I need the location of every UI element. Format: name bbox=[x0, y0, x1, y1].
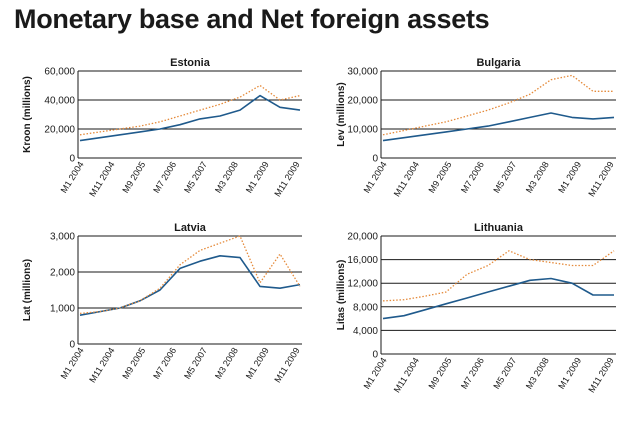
estonia-xtick-label: M1 2004 bbox=[59, 160, 86, 195]
lithuania-ytick-label: 4,000 bbox=[353, 326, 378, 337]
estonia-series-net-foreign-assets bbox=[79, 84, 301, 136]
latvia-xtick-label: M7 2006 bbox=[151, 346, 178, 381]
latvia-xtick-label: M9 2005 bbox=[120, 346, 147, 381]
lithuania-series-monetary-base bbox=[382, 277, 614, 320]
estonia-ytick-label: 20,000 bbox=[44, 125, 75, 136]
bulgaria-xtick-label: M1 2009 bbox=[556, 160, 583, 195]
lithuania-xtick-label: M5 2007 bbox=[491, 356, 518, 391]
estonia-series-monetary-base bbox=[79, 94, 301, 142]
estonia-ytick-label: 60,000 bbox=[44, 67, 75, 78]
estonia-xtick-label: M11 2004 bbox=[87, 160, 116, 199]
latvia-ytick-label: 1,000 bbox=[50, 304, 75, 315]
estonia-xtick-label: M11 2009 bbox=[272, 160, 301, 199]
lithuania-xtick-label: M1 2009 bbox=[556, 356, 583, 391]
lithuania-ytick-label: 16,000 bbox=[347, 255, 378, 266]
bulgaria-xtick-label: M7 2006 bbox=[459, 160, 486, 195]
estonia-xtick-label: M1 2009 bbox=[244, 160, 271, 195]
bulgaria-xtick-label: M5 2007 bbox=[491, 160, 518, 195]
lithuania-xtick-label: M1 2004 bbox=[362, 356, 389, 391]
latvia-y-axis-label: Lat (millions) bbox=[22, 259, 33, 321]
latvia-series-monetary-base bbox=[79, 254, 301, 316]
lithuania-ytick-label: 8,000 bbox=[353, 302, 378, 313]
bulgaria-y-axis-label: Lev (millions) bbox=[336, 82, 347, 146]
latvia-ytick-label: 2,000 bbox=[50, 268, 75, 279]
lithuania-title: Lithuania bbox=[474, 222, 524, 234]
latvia-series-net-foreign-assets bbox=[79, 235, 301, 315]
latvia-xtick-label: M1 2009 bbox=[244, 346, 271, 381]
estonia-ytick-label: 40,000 bbox=[44, 96, 75, 107]
bulgaria-series-monetary-base bbox=[382, 112, 615, 142]
estonia-xtick-label: M9 2005 bbox=[120, 160, 147, 195]
latvia-ytick-label: 0 bbox=[69, 340, 75, 351]
lithuania-xtick-label: M9 2005 bbox=[427, 356, 454, 391]
bulgaria-xtick-label: M11 2004 bbox=[392, 160, 421, 199]
estonia-xtick-label: M7 2006 bbox=[151, 160, 178, 195]
chart-latvia: Latvia 0 1,000 2,000 3,000 Lat (millions) M1 2… bbox=[22, 222, 302, 385]
bulgaria-ytick-label: 10,000 bbox=[347, 125, 378, 136]
lithuania-series-net-foreign-assets bbox=[382, 250, 615, 302]
latvia-xtick-label: M5 2007 bbox=[182, 346, 209, 381]
chart-lithuania: Lithuania 0 4,000 8,000 12,000 16,000 20,000 Li… bbox=[336, 222, 616, 395]
lithuania-xtick-label: M11 2009 bbox=[586, 356, 615, 395]
lithuania-xtick-label: M7 2006 bbox=[459, 356, 486, 391]
bulgaria-series-net-foreign-assets bbox=[382, 74, 614, 136]
lithuania-xtick-label: M11 2004 bbox=[392, 356, 421, 395]
page-title: Monetary base and Net foreign assets bbox=[14, 4, 490, 34]
latvia-ytick-label: 3,000 bbox=[50, 232, 75, 243]
lithuania-ytick-label: 0 bbox=[372, 350, 378, 361]
estonia-title: Estonia bbox=[170, 57, 211, 69]
bulgaria-xtick-label: M3 2008 bbox=[524, 160, 551, 195]
estonia-xtick-label: M3 2008 bbox=[213, 160, 240, 195]
latvia-xtick-label: M11 2009 bbox=[272, 346, 301, 385]
lithuania-xtick-label: M3 2008 bbox=[524, 356, 551, 391]
chart-estonia: Estonia 0 20,000 40,000 60,000 Kroon (million… bbox=[22, 57, 302, 199]
estonia-y-axis-label: Kroon (millions) bbox=[22, 76, 33, 153]
estonia-xtick-label: M5 2007 bbox=[182, 160, 209, 195]
latvia-xtick-label: M1 2004 bbox=[59, 346, 86, 381]
latvia-xtick-label: M11 2004 bbox=[87, 346, 116, 385]
estonia-ytick-label: 0 bbox=[69, 154, 75, 165]
bulgaria-title: Bulgaria bbox=[476, 57, 521, 69]
bulgaria-ytick-label: 0 bbox=[372, 154, 378, 165]
lithuania-ytick-label: 12,000 bbox=[347, 279, 378, 290]
latvia-xtick-label: M3 2008 bbox=[213, 346, 240, 381]
bulgaria-ytick-label: 30,000 bbox=[347, 67, 378, 78]
latvia-title: Latvia bbox=[174, 222, 207, 234]
bulgaria-xtick-label: M1 2004 bbox=[362, 160, 389, 195]
lithuania-y-axis-label: Litas (millions) bbox=[336, 260, 347, 331]
bulgaria-xtick-label: M11 2009 bbox=[586, 160, 615, 199]
lithuania-ytick-label: 20,000 bbox=[347, 232, 378, 243]
bulgaria-ytick-label: 20,000 bbox=[347, 96, 378, 107]
bulgaria-xtick-label: M9 2005 bbox=[427, 160, 454, 195]
